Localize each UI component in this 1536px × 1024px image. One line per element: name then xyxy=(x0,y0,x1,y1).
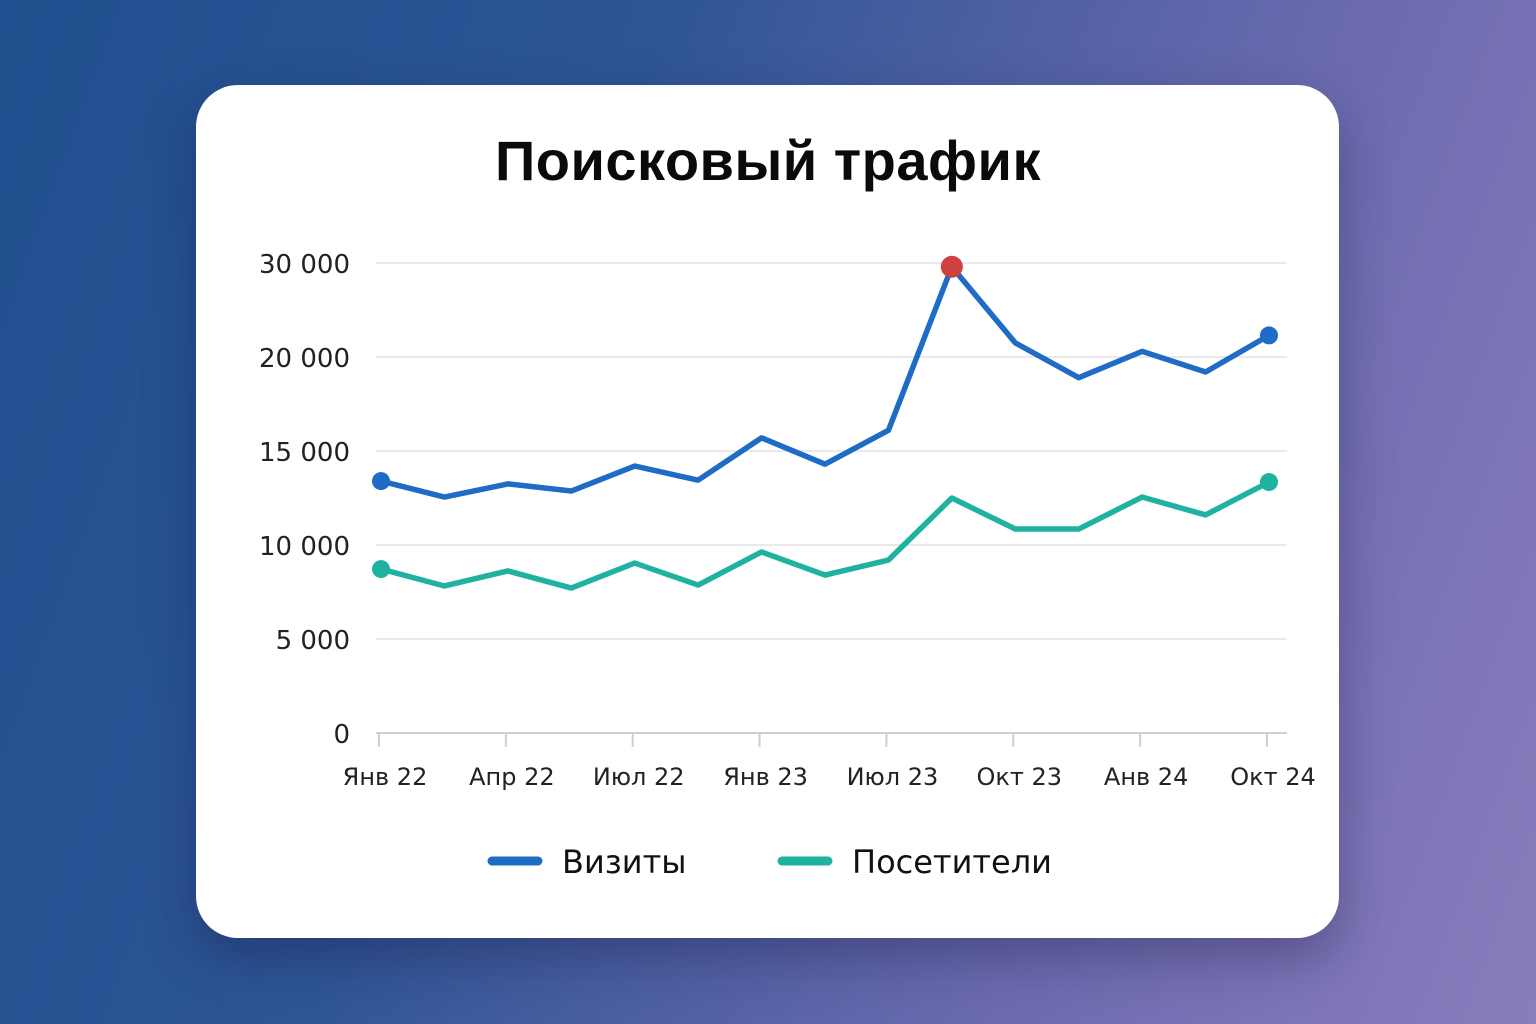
y-tick-label: 10 000 xyxy=(259,532,350,562)
x-tick-label: Июл 22 xyxy=(593,763,685,791)
y-tick-label: 30 000 xyxy=(259,250,350,280)
chart-card xyxy=(196,85,1339,938)
data-point xyxy=(372,472,390,491)
x-tick-label: Анв 24 xyxy=(1104,763,1188,791)
data-point xyxy=(1260,326,1278,345)
x-tick-label: Янв 23 xyxy=(723,763,808,791)
x-tick-label: Апр 22 xyxy=(469,763,555,791)
peak-marker xyxy=(940,255,963,278)
legend-label: Визиты xyxy=(562,843,686,881)
x-tick-label: Июл 23 xyxy=(847,763,939,791)
series-line-visitors xyxy=(378,479,1272,591)
y-tick-label: 5 000 xyxy=(276,626,350,656)
data-point xyxy=(372,560,390,579)
y-tick-label: 20 000 xyxy=(259,344,350,374)
x-tick-label: Окт 23 xyxy=(977,763,1063,791)
y-tick-label: 15 000 xyxy=(259,438,350,468)
data-point xyxy=(1260,473,1278,492)
legend-label: Посетители xyxy=(852,843,1052,881)
x-tick-label: Янв 22 xyxy=(343,763,428,791)
chart-title: Поисковый трафик xyxy=(495,129,1041,192)
y-tick-label: 0 xyxy=(333,720,350,750)
series-line-visits xyxy=(378,264,1272,500)
x-tick-label: Окт 24 xyxy=(1230,763,1316,791)
